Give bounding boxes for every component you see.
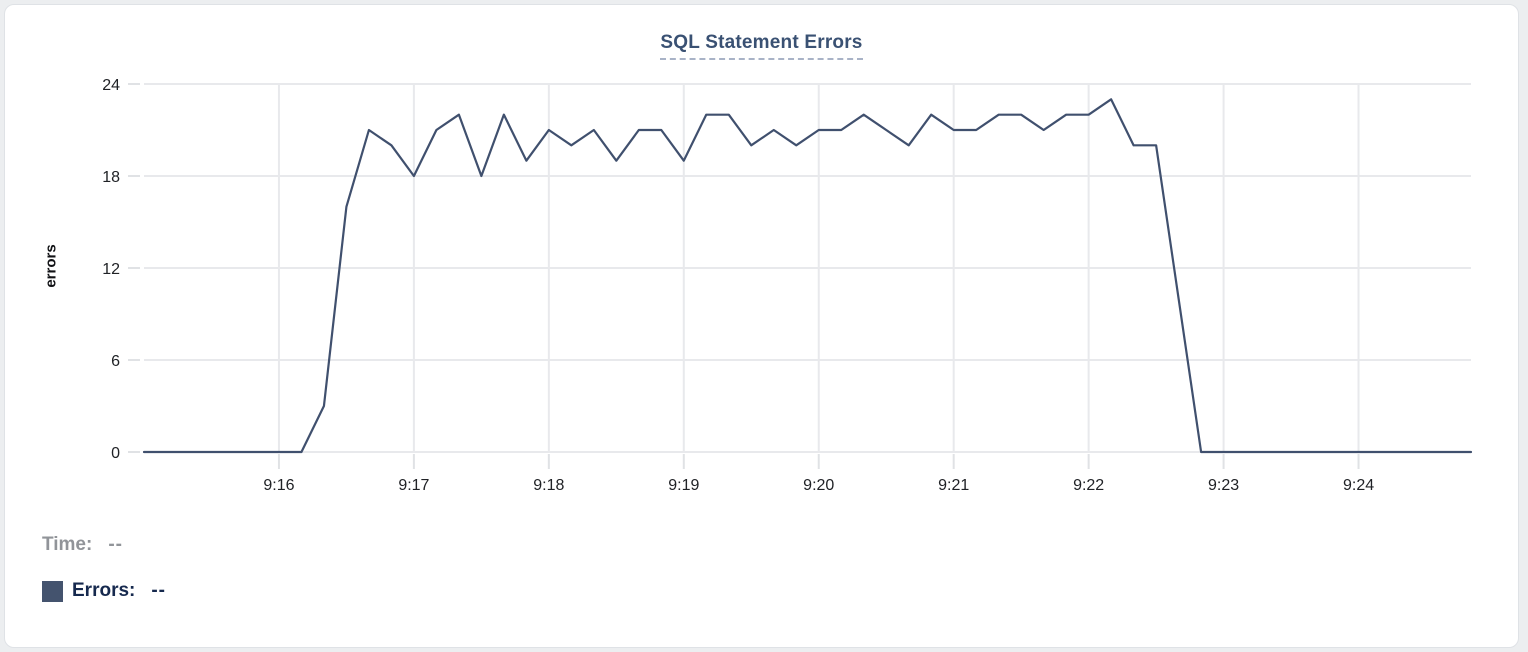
x-tick-label: 9:18 (533, 477, 564, 494)
x-tick-label: 9:19 (668, 477, 699, 494)
y-tick-label: 6 (111, 353, 120, 370)
x-tick-label: 9:17 (398, 477, 429, 494)
errors-series-line (142, 98, 1473, 454)
x-tick-label: 9:24 (1343, 477, 1374, 494)
y-tick-label: 0 (111, 445, 120, 462)
y-tick-label: 18 (102, 169, 120, 186)
line-chart-plot[interactable]: 0 6 12 18 24 9:16 9:17 9:18 9:19 9:20 9:21 9:22 9:23… (1, 1, 1528, 506)
time-readout-row: Time: -- (42, 533, 166, 557)
x-tick-label: 9:20 (803, 477, 834, 494)
errors-value: -- (151, 580, 167, 601)
hover-readout: Time: -- Errors: -- (42, 533, 166, 603)
errors-readout-row: Errors: -- (42, 579, 166, 603)
x-tick-label: 9:16 (263, 477, 294, 494)
chart-card: SQL Statement Errors errors 0 6 12 18 24 9:16… (4, 4, 1519, 648)
x-tick-label: 9:22 (1073, 477, 1104, 494)
chart-header: SQL Statement Errors (5, 32, 1518, 60)
x-tick-label: 9:21 (938, 477, 969, 494)
time-value: -- (108, 534, 123, 555)
y-tick-label: 12 (102, 261, 120, 278)
chart-title[interactable]: SQL Statement Errors (660, 32, 863, 60)
x-tick-label: 9:23 (1208, 477, 1239, 494)
errors-label: Errors: (72, 580, 136, 601)
y-tick-label: 24 (102, 77, 120, 94)
errors-series-swatch (42, 580, 63, 602)
time-label: Time: (42, 534, 93, 555)
